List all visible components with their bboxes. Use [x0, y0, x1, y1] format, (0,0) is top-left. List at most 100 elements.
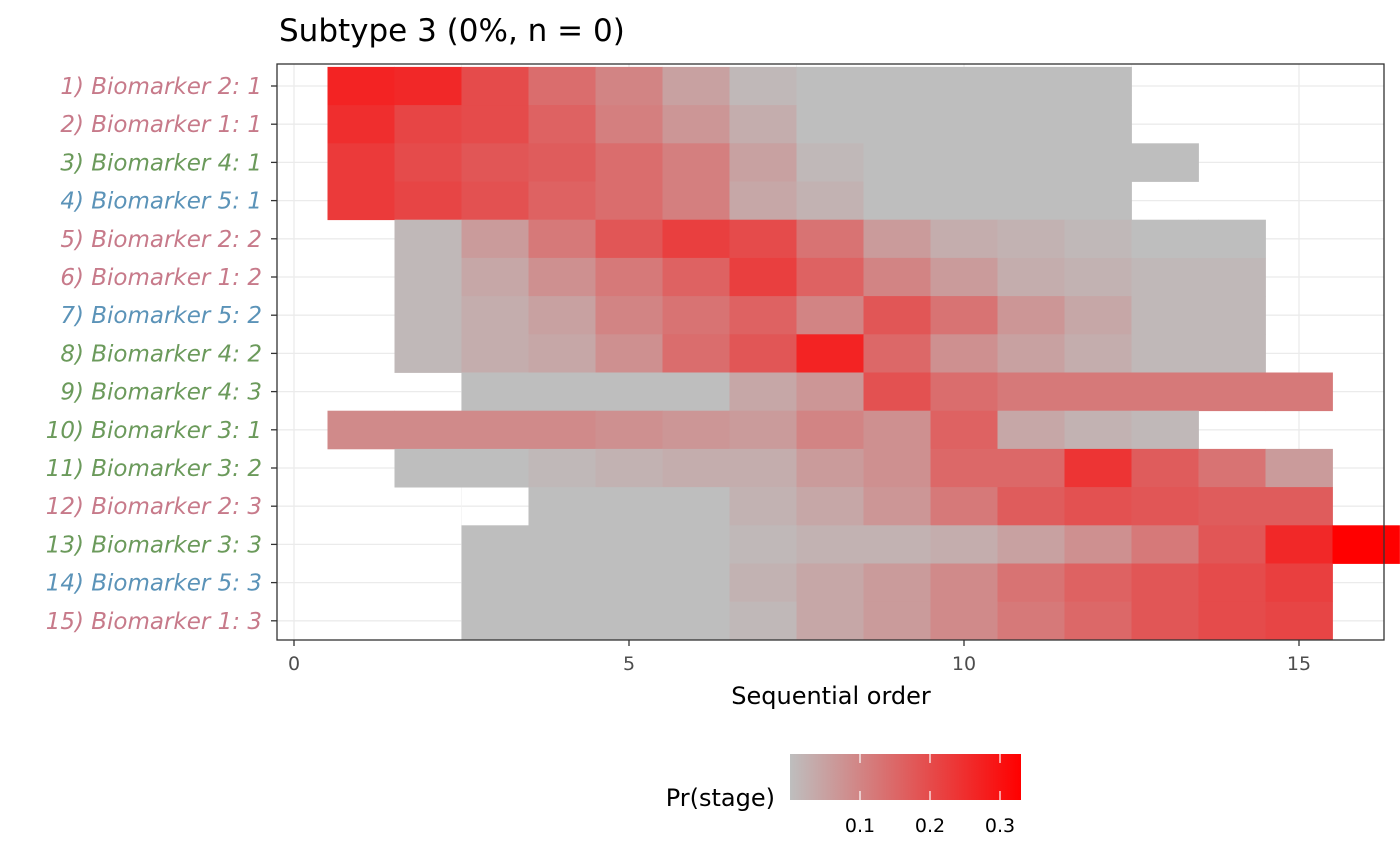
heatmap-cell — [662, 105, 730, 144]
heatmap-cell — [327, 143, 395, 182]
heatmap-cell — [930, 601, 998, 641]
heatmap-cell — [528, 372, 596, 412]
heatmap-cell — [662, 448, 730, 488]
legend-tick-label: 0.1 — [845, 815, 875, 837]
heatmap-cell — [394, 66, 462, 106]
y-tick-label: 3) Biomarker 4: 1 — [60, 150, 262, 176]
heatmap-cell — [796, 410, 864, 450]
heatmap-cell — [997, 105, 1065, 144]
heatmap-cell — [796, 66, 864, 106]
heatmap-cell — [930, 334, 998, 373]
heatmap-cell — [595, 181, 663, 221]
heatmap-cell — [1198, 487, 1266, 526]
heatmap-cell — [729, 525, 797, 564]
heatmap-cell — [796, 334, 864, 373]
heatmap-cell — [461, 601, 529, 641]
heatmap-cell — [461, 105, 529, 144]
heatmap-cell — [930, 219, 998, 259]
heatmap-cell — [1064, 143, 1132, 182]
heatmap-cell — [595, 143, 663, 182]
heatmap-cell — [930, 143, 998, 182]
heatmap-cell — [461, 181, 529, 221]
heatmap-cell — [729, 181, 797, 221]
heatmap-cell — [729, 66, 797, 106]
heatmap-cell — [528, 448, 596, 488]
heatmap-cell — [327, 66, 395, 106]
heatmap-cell — [1131, 487, 1199, 526]
heatmap-cell — [595, 448, 663, 488]
heatmap-cell — [595, 105, 663, 144]
heatmap-cell — [863, 105, 931, 144]
x-tick-label: 15 — [1287, 653, 1311, 675]
heatmap-cell — [796, 219, 864, 259]
heatmap-cell — [595, 219, 663, 259]
heatmap-cell — [863, 66, 931, 106]
heatmap-cell — [528, 219, 596, 259]
heatmap-cell — [1198, 219, 1266, 259]
y-axis-ticks: 1) Biomarker 2: 1 2) Biomarker 1: 1 3) Bio… — [46, 74, 277, 635]
chart-title: Subtype 3 (0%, n = 0) — [279, 13, 625, 49]
heatmap-cell — [997, 257, 1065, 297]
x-axis-ticks: 0 5 10 15 — [288, 640, 1311, 675]
heatmap-cell — [394, 448, 462, 488]
y-tick-label: 2) Biomarker 1: 1 — [60, 112, 262, 138]
heatmap-cell — [796, 601, 864, 641]
heatmap-cell — [930, 105, 998, 144]
heatmap-cell — [930, 257, 998, 297]
heatmap-cell — [1064, 66, 1132, 106]
y-tick-label: 10) Biomarker 3: 1 — [46, 418, 262, 444]
heatmap-cell — [930, 448, 998, 488]
heatmap-cell — [1131, 448, 1199, 488]
heatmap-cell — [997, 219, 1065, 259]
heatmap-cell — [1198, 448, 1266, 488]
y-tick-label: 4) Biomarker 5: 1 — [60, 189, 262, 215]
panel-border — [276, 63, 1385, 641]
heatmap-cell — [1198, 296, 1266, 335]
heatmap-cell — [1064, 525, 1132, 564]
heatmap-cell — [930, 563, 998, 603]
heatmap-cell — [461, 410, 529, 450]
heatmap-cell — [662, 219, 730, 259]
heatmap-cell — [796, 105, 864, 144]
heatmap-cell — [595, 487, 663, 526]
heatmap-cell — [796, 296, 864, 335]
heatmap-cell — [930, 181, 998, 221]
heatmap-cell — [1265, 372, 1333, 412]
heatmap-cell — [729, 296, 797, 335]
heatmap-cell — [930, 66, 998, 106]
heatmap-cell — [863, 448, 931, 488]
heatmap-cell — [394, 105, 462, 144]
heatmap-cell — [662, 296, 730, 335]
heatmap-cell — [729, 448, 797, 488]
heatmap-cell — [863, 410, 931, 450]
heatmap-cell — [796, 181, 864, 221]
heatmap-cell — [1265, 563, 1333, 603]
heatmap-cell — [461, 334, 529, 373]
heatmap-cell — [863, 372, 931, 412]
heatmap-cell — [662, 563, 730, 603]
heatmap-cell — [1131, 410, 1199, 450]
heatmap-cell — [595, 66, 663, 106]
legend-tick-label: 0.3 — [985, 815, 1015, 837]
heatmap-cell — [997, 334, 1065, 373]
y-tick-label: 8) Biomarker 4: 2 — [60, 341, 262, 367]
heatmap-cell — [394, 296, 462, 335]
heatmap-cell — [1064, 105, 1132, 144]
y-tick-label: 6) Biomarker 1: 2 — [60, 265, 262, 291]
heatmap-cell — [662, 143, 730, 182]
heatmap-cell — [1265, 525, 1333, 564]
heatmap-cell — [729, 219, 797, 259]
heatmap-cell — [595, 334, 663, 373]
heatmap-cell — [930, 487, 998, 526]
heatmap-cell — [729, 410, 797, 450]
x-axis-title: Sequential order — [731, 682, 931, 710]
heatmap-cell — [930, 372, 998, 412]
heatmap-cell — [595, 296, 663, 335]
heatmap-cell — [528, 257, 596, 297]
heatmap-cell — [461, 563, 529, 603]
heatmap-cell — [1131, 219, 1199, 259]
heatmap-cell — [595, 372, 663, 412]
y-tick-label: 14) Biomarker 5: 3 — [46, 571, 262, 597]
heatmap-cell — [1064, 487, 1132, 526]
